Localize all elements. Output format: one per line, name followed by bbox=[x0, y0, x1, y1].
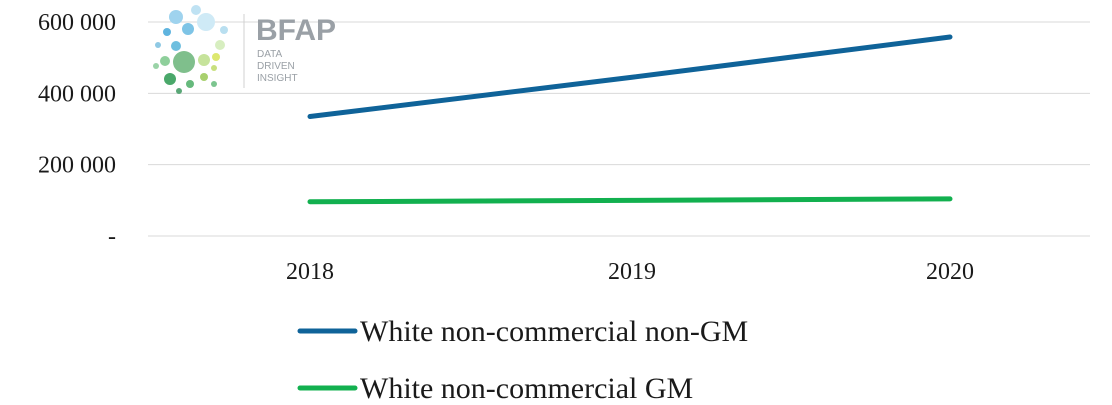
x-tick-label: 2018 bbox=[286, 259, 334, 285]
legend-label: White non-commercial non-GM bbox=[360, 315, 748, 348]
legend: White non-commercial non-GM White non-com… bbox=[297, 315, 748, 405]
series-line-2 bbox=[307, 196, 953, 205]
series-lines bbox=[307, 34, 953, 205]
x-tick-label: 2019 bbox=[608, 259, 656, 285]
y-tick-label: - bbox=[108, 224, 116, 250]
logo-dots-icon bbox=[153, 5, 228, 94]
legend-label: White non-commercial GM bbox=[360, 372, 693, 405]
gridlines bbox=[148, 21, 1090, 237]
logo-name: BFAP bbox=[256, 14, 336, 47]
y-axis-labels: - 200 000 400 000 600 000 bbox=[38, 10, 116, 250]
series-line-1 bbox=[307, 34, 953, 120]
x-axis-labels: 2018 2019 2020 bbox=[286, 259, 974, 285]
x-tick-label: 2020 bbox=[926, 259, 974, 285]
logo-tagline-3: INSIGHT bbox=[257, 73, 298, 84]
bfap-logo: BFAP DATA DRIVEN INSIGHT bbox=[153, 5, 336, 94]
y-tick-label: 200 000 bbox=[38, 153, 116, 179]
logo-tagline-2: DRIVEN bbox=[257, 61, 295, 72]
y-tick-label: 600 000 bbox=[38, 10, 116, 36]
y-tick-label: 400 000 bbox=[38, 81, 116, 107]
logo-tagline-1: DATA bbox=[257, 49, 283, 60]
